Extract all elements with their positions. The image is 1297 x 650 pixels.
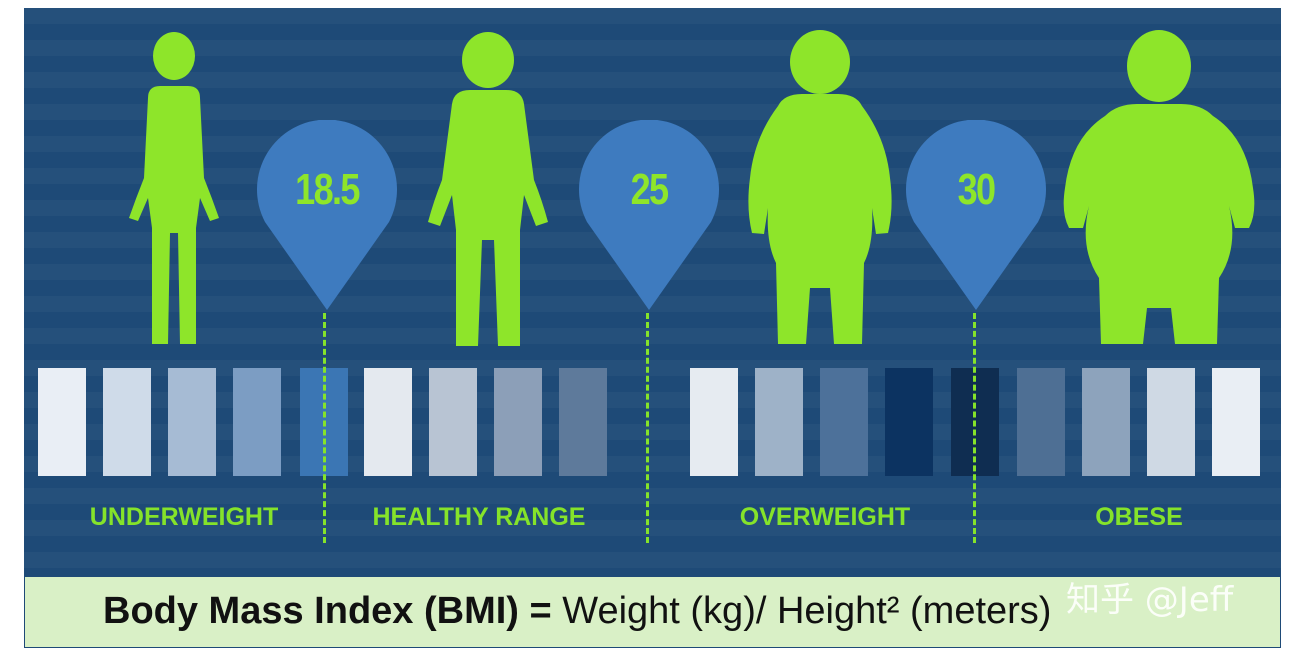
scale-tile — [364, 368, 412, 476]
scale-tile — [38, 368, 86, 476]
threshold-pin-3 — [906, 120, 1046, 310]
divider-25 — [646, 313, 649, 543]
scale-tile — [1017, 368, 1065, 476]
watermark: 知乎 @Jeff — [1066, 580, 1234, 620]
underweight-figure — [129, 32, 219, 344]
panel-stripe — [24, 552, 1281, 568]
scale-tile — [103, 368, 151, 476]
bmi-infographic-panel: 18.5 25 30 UNDERWEIGHT HEALTHY RANGE OVE… — [24, 8, 1281, 576]
scale-tile — [1212, 368, 1260, 476]
scale-tile — [755, 368, 803, 476]
scale-tile — [429, 368, 477, 476]
obese-figure — [1063, 30, 1255, 344]
scale-tile — [1082, 368, 1130, 476]
scale-tile — [820, 368, 868, 476]
threshold-pin-1 — [257, 120, 397, 310]
healthy-figure — [428, 32, 548, 346]
category-underweight: UNDERWEIGHT — [89, 503, 279, 531]
scale-tile — [559, 368, 607, 476]
formula-bold: Body Mass Index (BMI) = — [103, 590, 552, 632]
threshold-value-2: 25 — [630, 165, 670, 214]
panel-stripe — [24, 8, 1281, 24]
divider-30 — [973, 313, 976, 543]
scale-tile — [168, 368, 216, 476]
overweight-figure — [748, 30, 892, 344]
category-obese: OBESE — [1095, 503, 1183, 531]
scale-tile — [1147, 368, 1195, 476]
scale-tile — [494, 368, 542, 476]
category-healthy-range: HEALTHY RANGE — [372, 503, 586, 531]
threshold-pin-2 — [579, 120, 719, 310]
scale-tile — [690, 368, 738, 476]
formula-rest: Weight (kg)/ Height² (meters) — [562, 590, 1052, 632]
scale-tile — [885, 368, 933, 476]
bmi-formula-bar: Body Mass Index (BMI) = Weight (kg)/ Hei… — [24, 576, 1281, 648]
threshold-value-1: 18.5 — [295, 165, 360, 214]
divider-18-5 — [323, 313, 326, 543]
threshold-value-3: 30 — [957, 165, 997, 214]
bmi-formula: Body Mass Index (BMI) = Weight (kg)/ Hei… — [103, 586, 1051, 636]
category-overweight: OVERWEIGHT — [739, 503, 911, 531]
scale-tile — [233, 368, 281, 476]
